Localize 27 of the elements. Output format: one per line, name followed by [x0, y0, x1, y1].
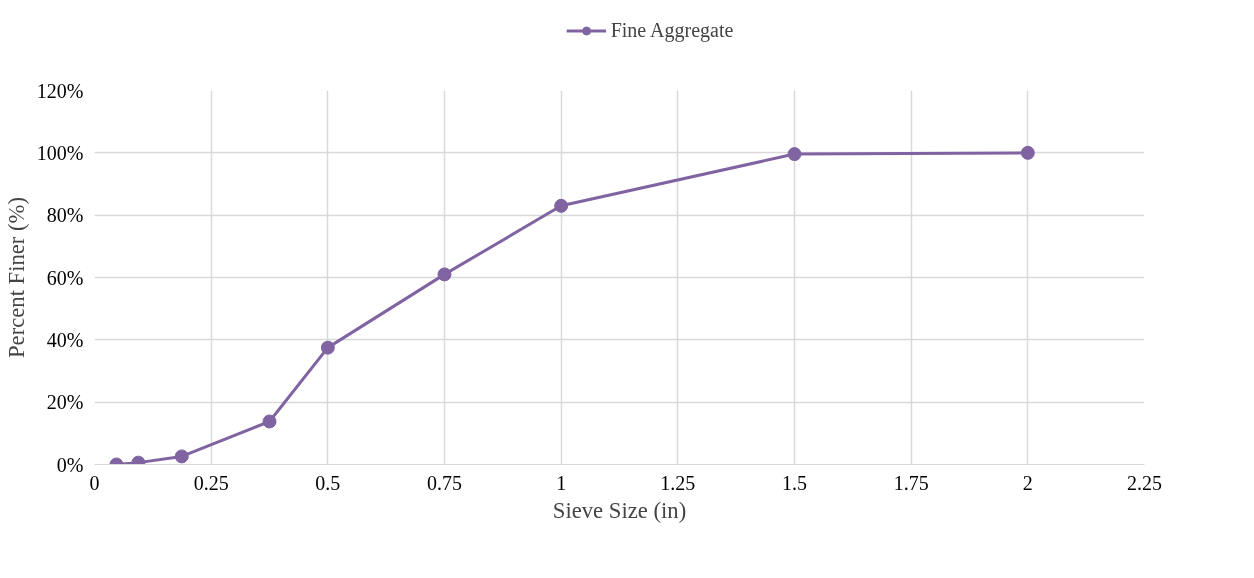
y-tick-label: 100% [36, 141, 84, 164]
x-tick-label: 1.5 [782, 471, 807, 494]
x-tick-label: 0.75 [427, 471, 462, 494]
point [437, 267, 452, 282]
point [554, 198, 569, 213]
y-tick-label: 20% [46, 391, 84, 414]
point [320, 340, 335, 355]
y-tick-label: 120% [36, 79, 84, 102]
x-tick-label: 1.25 [660, 471, 696, 494]
y-tick-label: 0% [56, 453, 84, 476]
x-axis-title: Sieve Size (in) [552, 497, 687, 523]
x-tick-label: 2.25 [1127, 471, 1162, 494]
y-tick-label: 60% [46, 266, 84, 289]
x-tick-label: 0.25 [193, 471, 229, 494]
y-tick-label: 80% [46, 204, 84, 227]
point [262, 414, 277, 429]
x-tick-label: 1.75 [893, 471, 929, 494]
point [787, 147, 802, 162]
x-tick-label: 2 [1022, 471, 1033, 494]
legend-label: Fine Aggregate [610, 18, 734, 42]
y-axis-title: Percent Finer (%) [3, 196, 29, 359]
x-tick-label: 0.5 [315, 471, 341, 494]
x-tick-label: 0 [89, 471, 100, 494]
point [174, 449, 189, 464]
y-tick-label: 40% [46, 328, 84, 351]
x-tick-label: 1 [556, 471, 567, 494]
point [1020, 145, 1035, 160]
